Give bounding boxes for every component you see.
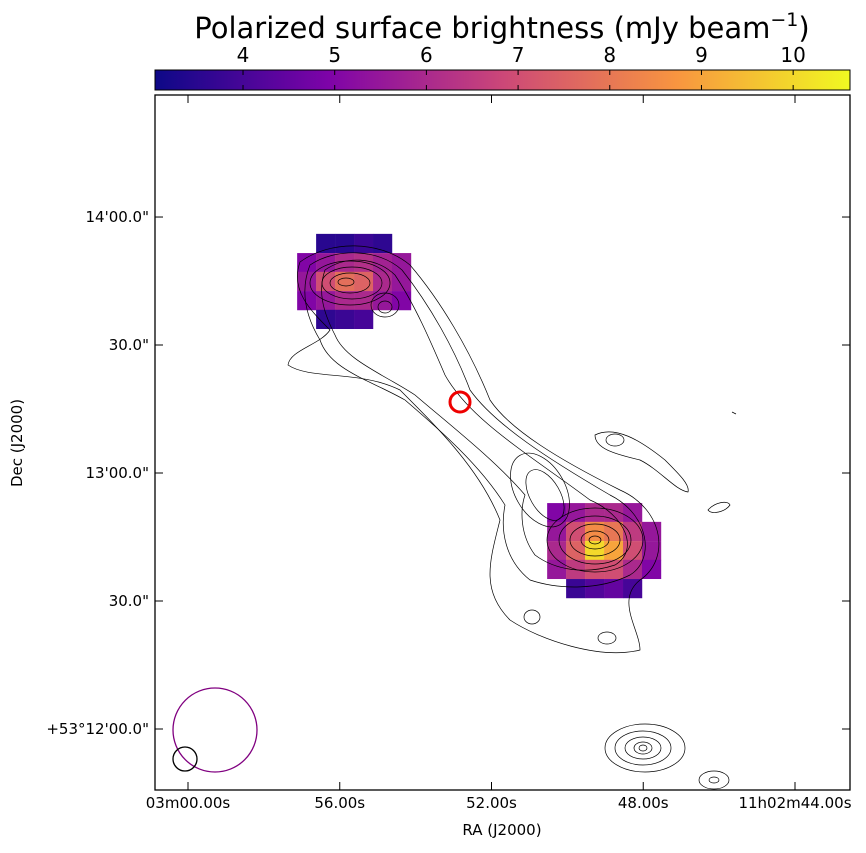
pixel xyxy=(354,253,374,273)
colorbar-tick-label: 10 xyxy=(780,43,805,67)
pixel xyxy=(641,541,662,561)
colorbar-label-exponent: −1 xyxy=(770,9,798,31)
pixel xyxy=(354,309,374,330)
pixel xyxy=(354,233,374,254)
pixel xyxy=(391,253,412,273)
colorbar-label-text: Polarized surface brightness (mJy beam xyxy=(194,11,770,45)
x-tick-label: 48.00s xyxy=(618,794,669,812)
pixel xyxy=(604,579,624,599)
colorbar-tick-label: 4 xyxy=(237,43,250,67)
colorbar-label: Polarized surface brightness (mJy beam−1… xyxy=(194,9,809,45)
y-tick-label: +53°12'00.0" xyxy=(46,720,149,738)
pixel xyxy=(585,521,605,542)
pixel xyxy=(316,233,336,254)
pixel xyxy=(623,541,643,561)
pixel xyxy=(335,233,355,254)
pixel xyxy=(373,291,393,311)
pixel xyxy=(391,291,412,311)
x-tick-label: 11h02m44.00s xyxy=(738,794,851,812)
pixel xyxy=(566,579,586,599)
pixel xyxy=(316,253,336,273)
y-tick-label: 14'00.0" xyxy=(85,208,149,226)
image-pixels xyxy=(297,233,662,599)
plot-frame xyxy=(154,94,851,791)
pixel xyxy=(335,271,355,292)
colorbar xyxy=(154,69,851,91)
pixel xyxy=(604,521,624,542)
marker-circle xyxy=(448,390,472,414)
x-tick-label: 03m00.00s xyxy=(146,794,231,812)
contours xyxy=(287,245,737,790)
pixel xyxy=(297,253,317,273)
x-tick-label: 56.00s xyxy=(314,794,365,812)
pixel xyxy=(335,309,355,330)
pixel xyxy=(373,271,393,292)
pixel xyxy=(354,291,374,311)
y-tick-label: 13'00.0" xyxy=(85,464,149,482)
y-axis-label: Dec (J2000) xyxy=(8,399,26,487)
pixel xyxy=(623,559,643,580)
y-tick-label: 30.0" xyxy=(109,592,149,610)
pixel xyxy=(566,503,586,523)
pixel xyxy=(316,309,336,330)
beam-small xyxy=(172,746,198,772)
pixel xyxy=(335,253,355,273)
pixel xyxy=(354,271,374,292)
pixel xyxy=(585,579,605,599)
x-axis-label: RA (J2000) xyxy=(462,821,541,839)
pixel xyxy=(566,521,586,542)
pixel xyxy=(547,541,567,561)
colorbar-tick-label: 7 xyxy=(512,43,525,67)
pixel xyxy=(373,233,393,254)
colorbar-label-end: ) xyxy=(798,11,809,45)
pixel xyxy=(391,271,412,292)
y-tick-label: 30.0" xyxy=(109,336,149,354)
pixel xyxy=(566,541,586,561)
pixel xyxy=(316,271,336,292)
pixel xyxy=(547,559,567,580)
pixel xyxy=(335,291,355,311)
x-tick-label: 52.00s xyxy=(466,794,517,812)
colorbar-tick-label: 9 xyxy=(695,43,708,67)
beam-large xyxy=(172,687,258,773)
colorbar-tick-label: 5 xyxy=(328,43,341,67)
pixel xyxy=(641,521,662,542)
pixel xyxy=(547,521,567,542)
colorbar-tick-label: 8 xyxy=(603,43,616,67)
pixel xyxy=(623,521,643,542)
colorbar-tick-label: 6 xyxy=(420,43,433,67)
